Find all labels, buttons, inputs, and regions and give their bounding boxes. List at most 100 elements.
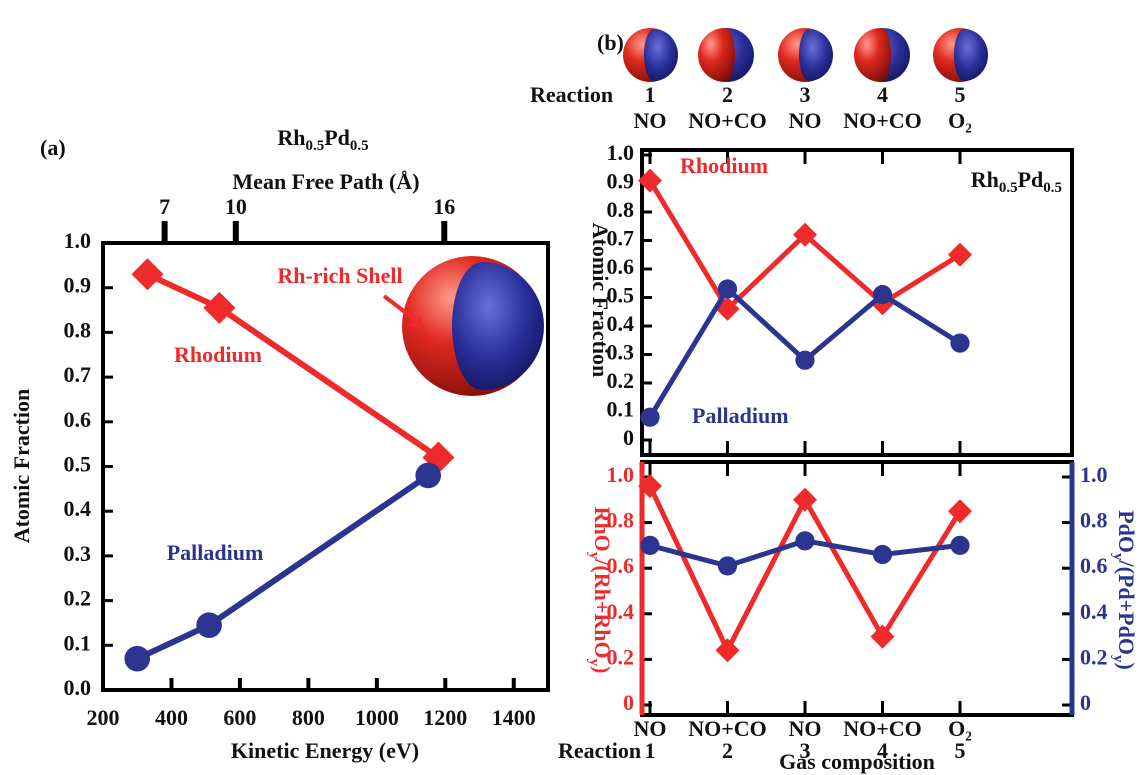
y-tick-label: 0.3 [607, 340, 635, 365]
y-axis-label: Atomic Fraction [9, 389, 34, 544]
x-axis-label: Kinetic Energy (eV) [231, 738, 419, 763]
data-marker [718, 279, 737, 298]
text-part: 0.5 [306, 138, 325, 154]
category-tick-label: 2 [722, 82, 733, 107]
series-label: Palladium [167, 540, 264, 565]
x-tick-label: 1200 [423, 705, 467, 730]
y2-tick-label: 0.6 [1080, 553, 1108, 578]
data-marker [793, 488, 817, 512]
text-part: Pd [324, 125, 350, 150]
reaction-spheres [623, 28, 988, 82]
x-tick-label: 1400 [492, 705, 536, 730]
data-marker [795, 351, 814, 370]
text-part: Rh [277, 125, 305, 150]
y-tick-label: 0.5 [607, 283, 635, 308]
x-tick-label: 400 [155, 705, 188, 730]
y-tick-label: 1.0 [607, 140, 635, 165]
category-tick-label: 1 [645, 738, 656, 763]
top-tick-label: 7 [159, 194, 170, 219]
category-tick-label: 4 [877, 738, 888, 763]
chart-title: Rh0.5Pd0.5 [277, 125, 368, 154]
data-marker [640, 536, 659, 555]
y-tick-label: 0.8 [64, 317, 92, 342]
y-tick-label: 0.2 [64, 586, 92, 611]
text-part: /(Rh+RhO [590, 558, 615, 658]
data-marker [871, 625, 895, 649]
y-tick-label: 0.9 [64, 273, 92, 298]
text-part: ) [1114, 662, 1139, 669]
y-tick-label: 0.6 [64, 407, 92, 432]
text-part: RhO [590, 507, 615, 552]
x-tick-label: 600 [223, 705, 256, 730]
x-tick-label: 800 [292, 705, 325, 730]
data-marker [196, 612, 222, 638]
data-marker [873, 545, 892, 564]
y-tick-label: 1.0 [607, 462, 635, 487]
series-label: Palladium [692, 403, 789, 428]
y-tick-label: 0.8 [607, 197, 635, 222]
y-tick-label: 1.0 [64, 228, 92, 253]
y-axis-label: RhOy/(Rh+RhOy) [586, 507, 615, 674]
data-marker [948, 499, 972, 523]
y-tick-label: 0.4 [607, 311, 635, 336]
data-marker [950, 334, 969, 353]
category-tick-label: 2 [722, 738, 733, 763]
gas-label: O₂ [948, 108, 972, 133]
annotation: Rh-rich Shell [277, 263, 402, 288]
category-tick-label: 4 [877, 82, 888, 107]
panel-label: (b) [597, 30, 624, 55]
y2-tick-label: 0.4 [1080, 599, 1108, 624]
category-tick-label: 5 [955, 82, 966, 107]
x-tick-label: 200 [87, 705, 120, 730]
y-tick-label: 0.6 [607, 254, 635, 279]
top-tick-label: 16 [433, 194, 455, 219]
text-part: 0.5 [1043, 180, 1062, 196]
category-label: Reaction [530, 82, 613, 107]
y-tick-label: 0.4 [64, 496, 92, 521]
y-tick-label: 0.5 [64, 452, 92, 477]
gas-label: NO [634, 108, 667, 133]
category-label: Reaction [558, 738, 641, 763]
data-marker [132, 258, 164, 290]
series-label: Rhodium [680, 153, 768, 178]
y-tick-label: 0.0 [64, 675, 92, 700]
data-marker [873, 285, 892, 304]
y2-tick-label: 0 [1080, 690, 1091, 715]
text-part: /(Pd+PdO [1114, 560, 1139, 655]
y2-tick-label: 0.8 [1080, 508, 1108, 533]
y-tick-label: 0.7 [607, 226, 635, 251]
series-line [137, 475, 428, 658]
top-axis-label: Mean Free Path (Å) [232, 169, 419, 194]
text-part: 0.5 [999, 180, 1018, 196]
y2-axis-label: PdOy/(Pd+PdOy) [1110, 510, 1139, 670]
data-marker [716, 638, 740, 662]
category-tick-label: 1 [645, 82, 656, 107]
figure: (a) (b) Mean Free Path (Å) Kinetic Energ… [0, 0, 1144, 775]
y-tick-label: 0.1 [607, 397, 635, 422]
gas-label: NO+CO [688, 108, 767, 133]
category-tick-label: 3 [800, 82, 811, 107]
y2-tick-label: 0.2 [1080, 644, 1108, 669]
text-part: 0.5 [350, 138, 369, 154]
y-tick-label: 0.7 [64, 362, 92, 387]
y2-tick-label: 1.0 [1080, 462, 1108, 487]
data-marker [124, 646, 150, 672]
data-marker [718, 556, 737, 575]
y-tick-label: 0.9 [607, 169, 635, 194]
y-tick-label: 0 [623, 690, 634, 715]
x-tick-label: 1000 [355, 705, 399, 730]
gas-label: NO [789, 108, 822, 133]
y-tick-label: 0 [623, 425, 634, 450]
data-marker [415, 463, 441, 489]
y-tick-label: 0.3 [64, 541, 92, 566]
top-tick-label: 10 [225, 194, 247, 219]
data-marker [950, 536, 969, 555]
sphere-illustration [384, 256, 544, 396]
gas-label: NO+CO [843, 108, 922, 133]
y-tick-label: 0.2 [607, 368, 635, 393]
series-label: Rhodium [174, 342, 262, 367]
data-marker [640, 408, 659, 427]
text-part: Rh [971, 167, 999, 192]
data-marker [795, 531, 814, 550]
chart-title: Rh0.5Pd0.5 [971, 167, 1062, 196]
